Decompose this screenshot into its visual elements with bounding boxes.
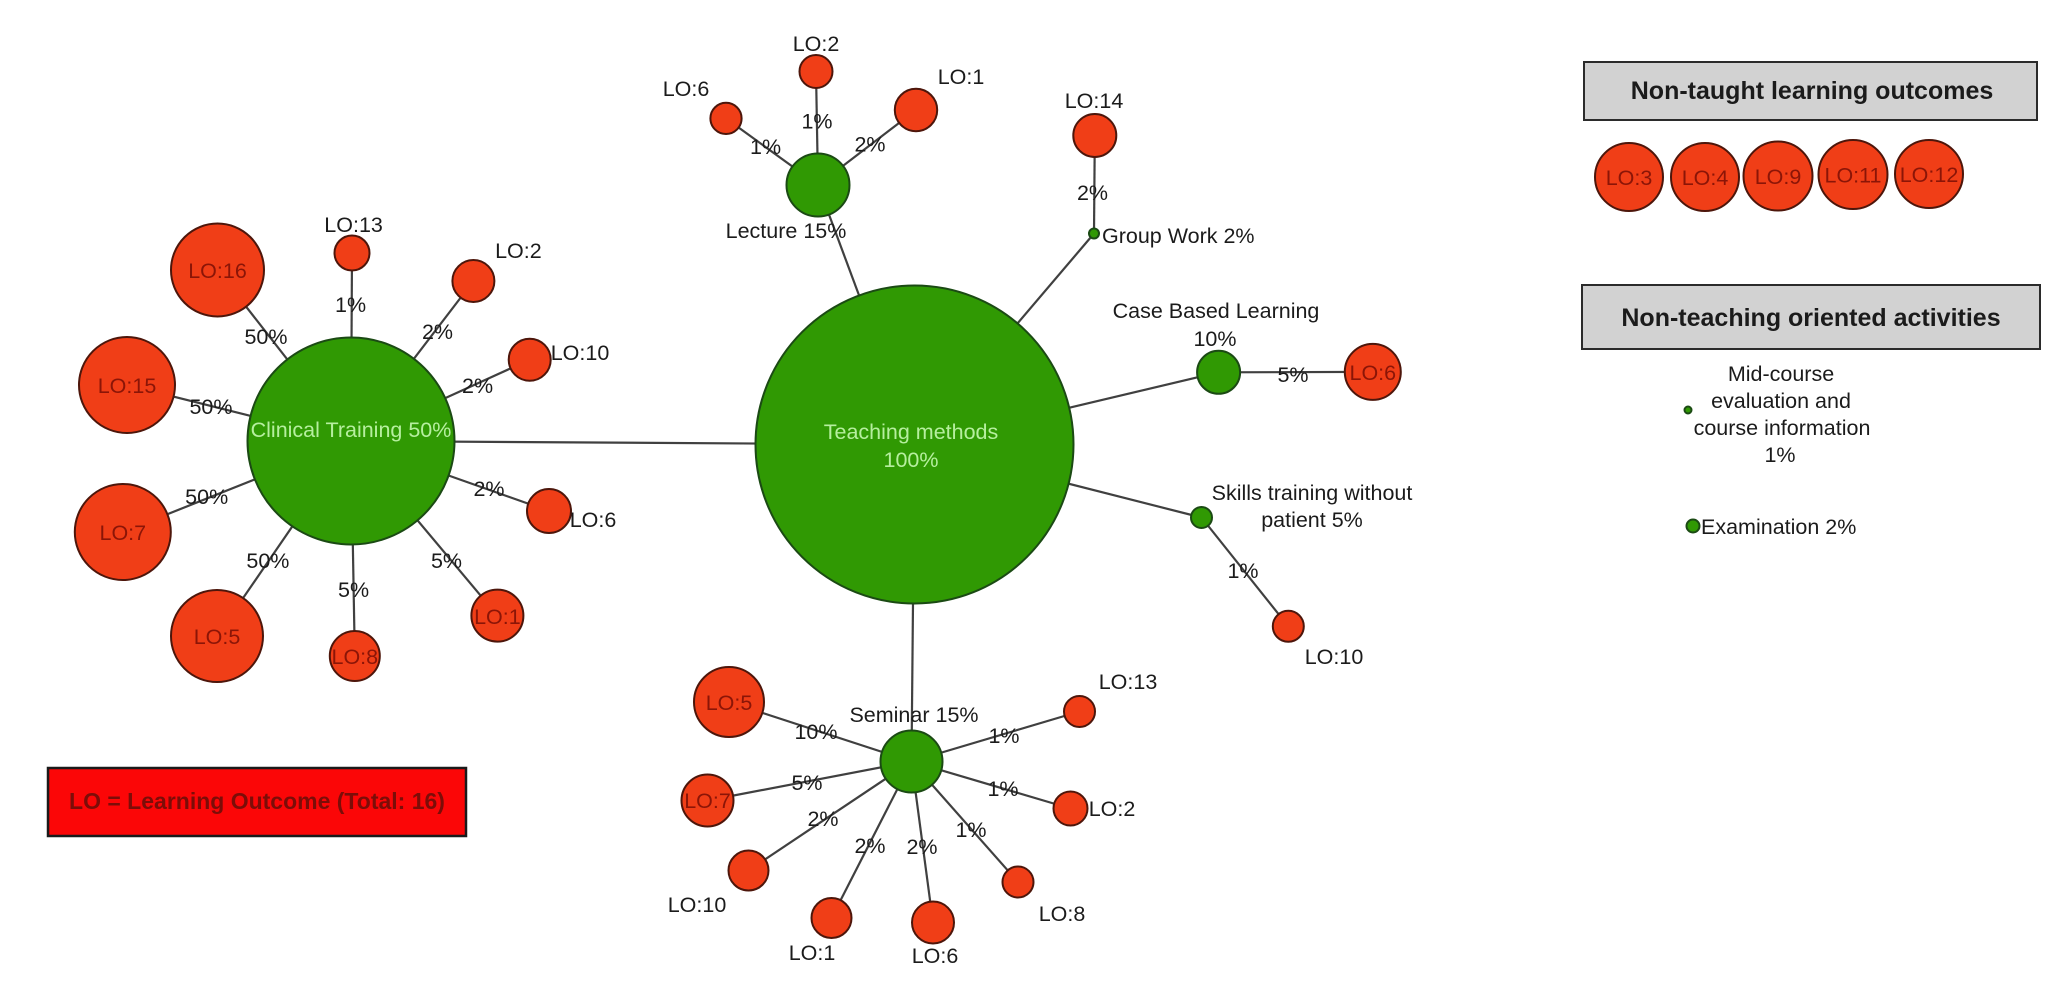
- svg-text:evaluation and: evaluation and: [1711, 389, 1851, 413]
- svg-text:5%: 5%: [791, 771, 822, 795]
- svg-text:50%: 50%: [244, 325, 287, 349]
- svg-text:LO:5: LO:5: [194, 625, 241, 649]
- svg-text:LO:9: LO:9: [1755, 165, 1802, 189]
- svg-text:2%: 2%: [462, 374, 493, 398]
- svg-text:1%: 1%: [987, 777, 1018, 801]
- svg-text:100%: 100%: [884, 448, 939, 472]
- svg-text:LO:13: LO:13: [324, 213, 383, 237]
- svg-text:LO = Learning Outcome (Total:: LO = Learning Outcome (Total: 16): [69, 788, 445, 814]
- svg-text:10%: 10%: [1193, 327, 1236, 351]
- svg-text:Group Work 2%: Group Work 2%: [1102, 224, 1255, 248]
- svg-text:Lecture 15%: Lecture 15%: [726, 219, 847, 243]
- svg-text:Clinical Training 50%: Clinical Training 50%: [251, 418, 452, 442]
- svg-text:Examination 2%: Examination 2%: [1701, 515, 1856, 539]
- svg-text:LO:7: LO:7: [684, 789, 731, 813]
- svg-text:Case Based Learning: Case Based Learning: [1113, 299, 1320, 323]
- svg-text:LO:2: LO:2: [1089, 797, 1136, 821]
- svg-text:LO:6: LO:6: [912, 944, 959, 968]
- svg-text:LO:1: LO:1: [474, 605, 521, 629]
- svg-text:course information: course information: [1694, 416, 1871, 440]
- svg-text:50%: 50%: [185, 485, 228, 509]
- svg-text:2%: 2%: [473, 477, 504, 501]
- svg-text:patient 5%: patient 5%: [1261, 508, 1363, 532]
- svg-text:Skills training without: Skills training without: [1212, 481, 1413, 505]
- svg-text:2%: 2%: [854, 834, 885, 858]
- svg-text:1%: 1%: [955, 818, 986, 842]
- svg-text:LO:10: LO:10: [551, 341, 610, 365]
- svg-text:Seminar 15%: Seminar 15%: [849, 703, 978, 727]
- svg-text:Non-taught learning outcomes: Non-taught learning outcomes: [1631, 77, 1994, 105]
- svg-text:2%: 2%: [807, 807, 838, 831]
- svg-text:Non-teaching oriented activiti: Non-teaching oriented activities: [1621, 304, 2000, 332]
- svg-text:Mid-course: Mid-course: [1728, 362, 1834, 386]
- svg-text:LO:6: LO:6: [663, 77, 710, 101]
- svg-text:5%: 5%: [1277, 363, 1308, 387]
- svg-text:Teaching methods: Teaching methods: [824, 420, 999, 444]
- svg-text:LO:2: LO:2: [793, 32, 840, 56]
- svg-text:1%: 1%: [750, 135, 781, 159]
- svg-text:LO:3: LO:3: [1606, 166, 1653, 190]
- svg-text:1%: 1%: [335, 293, 366, 317]
- svg-text:LO:6: LO:6: [570, 508, 617, 532]
- svg-text:LO:10: LO:10: [668, 893, 727, 917]
- svg-text:2%: 2%: [906, 835, 937, 859]
- svg-text:LO:8: LO:8: [1039, 902, 1086, 926]
- svg-text:LO:10: LO:10: [1305, 645, 1364, 669]
- svg-text:1%: 1%: [801, 110, 832, 134]
- svg-text:1%: 1%: [1227, 559, 1258, 583]
- svg-text:LO:1: LO:1: [789, 941, 836, 965]
- svg-text:LO:2: LO:2: [495, 239, 542, 263]
- svg-text:1%: 1%: [988, 724, 1019, 748]
- svg-text:LO:8: LO:8: [331, 645, 378, 669]
- svg-text:10%: 10%: [794, 720, 837, 744]
- svg-text:LO:11: LO:11: [1825, 164, 1882, 188]
- svg-text:50%: 50%: [246, 549, 289, 573]
- svg-text:1%: 1%: [1764, 443, 1795, 467]
- svg-text:5%: 5%: [431, 549, 462, 573]
- svg-text:LO:12: LO:12: [1900, 163, 1959, 187]
- svg-text:LO:7: LO:7: [99, 521, 146, 545]
- svg-text:50%: 50%: [189, 395, 232, 419]
- svg-text:2%: 2%: [422, 320, 453, 344]
- svg-text:LO:13: LO:13: [1099, 670, 1158, 694]
- svg-text:LO:15: LO:15: [98, 374, 157, 398]
- svg-text:LO:5: LO:5: [706, 691, 753, 715]
- svg-text:LO:4: LO:4: [1682, 166, 1729, 190]
- svg-text:LO:6: LO:6: [1349, 361, 1396, 385]
- svg-text:LO:1: LO:1: [938, 65, 985, 89]
- svg-text:5%: 5%: [338, 578, 369, 602]
- svg-text:2%: 2%: [1077, 181, 1108, 205]
- svg-text:LO:16: LO:16: [188, 259, 247, 283]
- svg-text:LO:14: LO:14: [1065, 89, 1124, 113]
- svg-text:2%: 2%: [854, 133, 885, 157]
